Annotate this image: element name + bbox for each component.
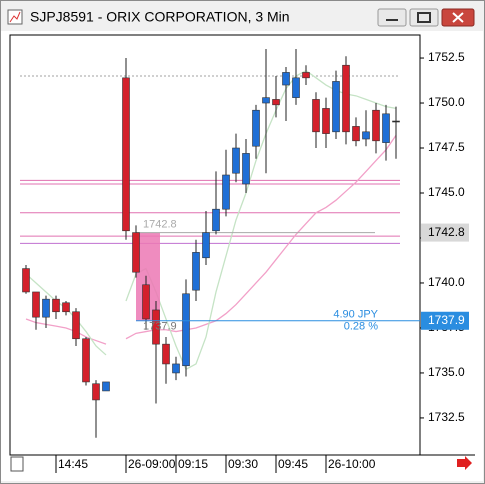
y-tick-label: 1735.0 (428, 365, 465, 379)
x-tick-label: 26-10:00 (328, 457, 376, 471)
candle-body (142, 284, 150, 320)
candle-body (292, 77, 300, 98)
candle-body (162, 343, 170, 365)
candle-body (32, 291, 40, 318)
measure-to-label: 1737.9 (143, 321, 177, 333)
candle-body (362, 131, 370, 140)
y-tick-label: 1732.5 (428, 410, 465, 424)
candle-body (62, 302, 70, 313)
candle-body (192, 252, 200, 291)
candle-body (322, 108, 330, 134)
candle-body (372, 109, 380, 142)
candle-body (352, 126, 360, 142)
scroll-arrow[interactable] (457, 456, 472, 470)
candle-body (342, 64, 350, 133)
candle-body (302, 72, 310, 79)
measure-price-box (421, 311, 469, 330)
candle-body (312, 99, 320, 133)
price-box-label: 1742.8 (428, 225, 465, 239)
y-tick-label: 1747.5 (428, 140, 465, 154)
candle-body (122, 77, 130, 232)
scroll-box[interactable] (10, 456, 24, 472)
candle-body (182, 293, 190, 367)
candle-body (232, 147, 240, 174)
close-icon (452, 12, 464, 23)
candle-body (392, 120, 400, 123)
candle-body (222, 174, 230, 210)
candle-body (72, 311, 80, 340)
measure-price-box-label: 1737.9 (428, 313, 465, 327)
candle-body (252, 109, 260, 147)
minimize-button[interactable] (377, 8, 407, 27)
x-tick-label: 26-09:00 (128, 457, 176, 471)
x-tick-label: 09:30 (228, 457, 258, 471)
maximize-button[interactable] (409, 8, 439, 27)
y-tick-label: 1752.5 (428, 50, 465, 64)
candle-body (82, 338, 90, 383)
measure-from-label: 1742.8 (143, 218, 177, 230)
measure-change: 4.90 JPY (333, 309, 378, 321)
candle-body (52, 298, 60, 313)
candle-body (272, 99, 280, 106)
candle-body (172, 363, 180, 374)
maximize-icon (417, 12, 431, 23)
candle-body (262, 97, 270, 104)
x-tick-label: 09:15 (178, 457, 208, 471)
price-box (421, 223, 469, 242)
measure-percent: 0.28 % (344, 321, 378, 333)
candle-body (92, 383, 100, 401)
candle-body (212, 208, 220, 232)
y-tick-label: 1745.0 (428, 185, 465, 199)
y-tick-label: 1750.0 (428, 95, 465, 109)
candle-body (382, 113, 390, 143)
plot-area (9, 34, 421, 456)
y-tick-label: 1740.0 (428, 275, 465, 289)
candle-body (332, 81, 340, 133)
candle-body (282, 72, 290, 86)
candle-body (242, 153, 250, 185)
candle-body (22, 268, 30, 293)
x-tick-label: 14:45 (58, 457, 88, 471)
window-title: SJPJ8591 - ORIX CORPORATION, 3 Min (30, 9, 290, 25)
candle-body (202, 232, 210, 259)
candle-body (42, 298, 50, 318)
candle-body (132, 232, 140, 273)
candle-body (152, 309, 160, 345)
candle-body (102, 381, 110, 392)
app-icon-glyph (9, 11, 21, 23)
x-tick-label: 09:45 (278, 457, 308, 471)
